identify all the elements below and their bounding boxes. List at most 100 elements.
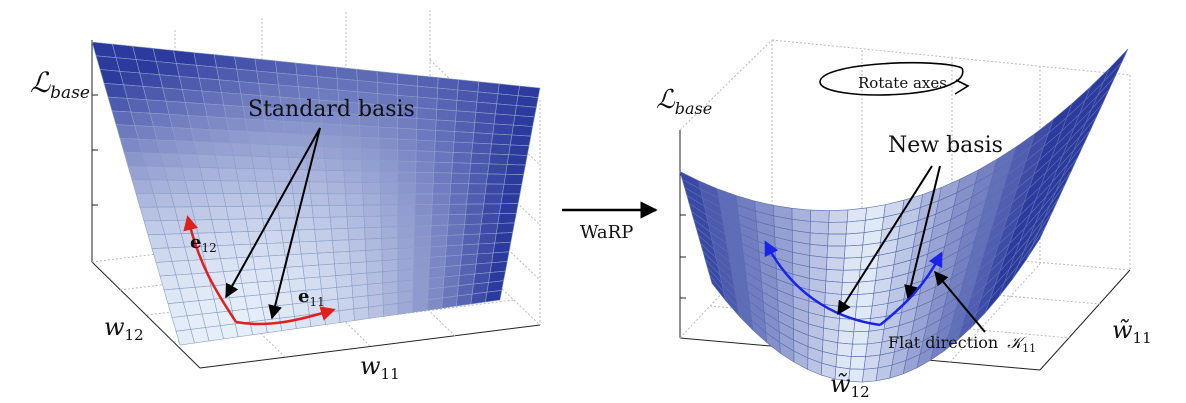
surface-facet bbox=[379, 182, 399, 195]
surface-facet bbox=[467, 183, 487, 195]
surface-facet bbox=[397, 279, 414, 293]
surface-facet bbox=[213, 54, 238, 70]
surface-facet bbox=[416, 107, 438, 121]
surface-facet bbox=[282, 241, 302, 256]
surface-facet bbox=[414, 204, 433, 216]
surface-facet bbox=[412, 299, 429, 313]
surface-facet bbox=[284, 132, 306, 147]
new-basis-label: New basis bbox=[888, 133, 1003, 158]
surface-facet bbox=[341, 147, 362, 161]
surface-facet bbox=[361, 170, 381, 184]
surface-facet bbox=[499, 203, 519, 214]
surface-facet bbox=[155, 61, 180, 77]
surface-facet bbox=[346, 216, 365, 229]
surface-facet bbox=[181, 89, 205, 105]
surface-facet bbox=[342, 158, 363, 172]
surface-facet bbox=[465, 203, 485, 215]
surface-facet bbox=[827, 221, 848, 235]
left-panel: ℒbase Standard basis e12 e11 w12 w11 bbox=[30, 10, 541, 383]
standard-basis-curve bbox=[183, 215, 238, 323]
surface-facet bbox=[845, 219, 866, 235]
surface-facet bbox=[245, 218, 265, 232]
surface-facet bbox=[483, 193, 503, 205]
surface-facet bbox=[247, 307, 266, 323]
surface-facet bbox=[153, 126, 176, 142]
surface-facet bbox=[360, 148, 380, 161]
surface-facet bbox=[433, 161, 453, 174]
surface-facet bbox=[238, 81, 261, 96]
surface-facet bbox=[453, 131, 475, 144]
surface-facet bbox=[251, 155, 273, 170]
surface-facet bbox=[368, 304, 384, 319]
surface-facet bbox=[849, 356, 866, 370]
surface-facet bbox=[843, 257, 862, 271]
surface-facet bbox=[170, 193, 192, 208]
surface-facet bbox=[364, 238, 383, 251]
surface-facet bbox=[319, 275, 338, 290]
surface-facet bbox=[206, 116, 230, 131]
surface-facet bbox=[307, 169, 328, 183]
surface-facet bbox=[865, 341, 883, 357]
surface-facet bbox=[494, 232, 514, 244]
surface-facet bbox=[310, 193, 330, 206]
surface-facet bbox=[350, 261, 368, 275]
surface-facet bbox=[444, 254, 462, 267]
surface-facet bbox=[397, 73, 419, 87]
new-basis-arrow-2 bbox=[904, 165, 941, 300]
surface-facet bbox=[502, 183, 523, 195]
surface-facet bbox=[344, 181, 364, 195]
surface-facet bbox=[468, 173, 489, 185]
surface-facet bbox=[208, 206, 229, 220]
surface-facet bbox=[312, 216, 332, 230]
surface-facet bbox=[267, 144, 289, 158]
surface-facet bbox=[184, 180, 207, 194]
surface-facet bbox=[514, 105, 537, 118]
right-loss-surface bbox=[679, 48, 1129, 383]
surface-facet bbox=[827, 233, 847, 247]
surface-facet bbox=[363, 215, 382, 229]
surface-facet bbox=[196, 64, 220, 81]
surface-facet bbox=[380, 215, 399, 228]
surface-facet bbox=[229, 295, 248, 312]
surface-facet bbox=[431, 193, 451, 205]
surface-facet bbox=[338, 308, 355, 323]
surface-facet bbox=[220, 257, 240, 273]
surface-facet bbox=[236, 256, 256, 271]
surface-facet bbox=[397, 182, 416, 195]
surface-facet bbox=[516, 95, 539, 108]
surface-facet bbox=[509, 134, 532, 147]
surface-facet bbox=[291, 181, 311, 194]
surface-facet bbox=[332, 239, 350, 253]
surface-facet bbox=[415, 139, 436, 152]
surface-facet bbox=[165, 100, 189, 116]
surface-facet bbox=[211, 218, 232, 234]
standard-basis-arrow-2 bbox=[268, 127, 321, 320]
surface-facet bbox=[459, 263, 477, 276]
surface-facet bbox=[434, 130, 456, 143]
surface-facet bbox=[258, 82, 281, 98]
surface-facet bbox=[295, 217, 315, 231]
surface-facet bbox=[435, 108, 457, 122]
surface-facet bbox=[464, 213, 483, 225]
surface-facet bbox=[230, 231, 251, 246]
surface-facet bbox=[413, 225, 432, 238]
surface-facet bbox=[452, 141, 474, 154]
surface-facet bbox=[188, 193, 210, 208]
surface-facet bbox=[397, 204, 416, 217]
surface-facet bbox=[446, 234, 464, 247]
surface-facet bbox=[506, 154, 528, 166]
e11-label: e11 bbox=[298, 286, 325, 309]
surface-facet bbox=[397, 247, 415, 260]
surface-facet bbox=[826, 257, 845, 271]
surface-facet bbox=[277, 205, 297, 219]
surface-facet bbox=[477, 242, 496, 255]
flat-direction-arrow bbox=[934, 270, 986, 333]
surface-facet bbox=[489, 143, 511, 156]
surface-facet bbox=[365, 249, 383, 263]
surface-facet bbox=[429, 245, 447, 258]
surface-facet bbox=[257, 193, 278, 207]
surface-facet bbox=[315, 64, 338, 79]
surface-facet bbox=[302, 264, 321, 279]
surface-facet bbox=[237, 180, 259, 195]
surface-facet bbox=[511, 124, 534, 137]
